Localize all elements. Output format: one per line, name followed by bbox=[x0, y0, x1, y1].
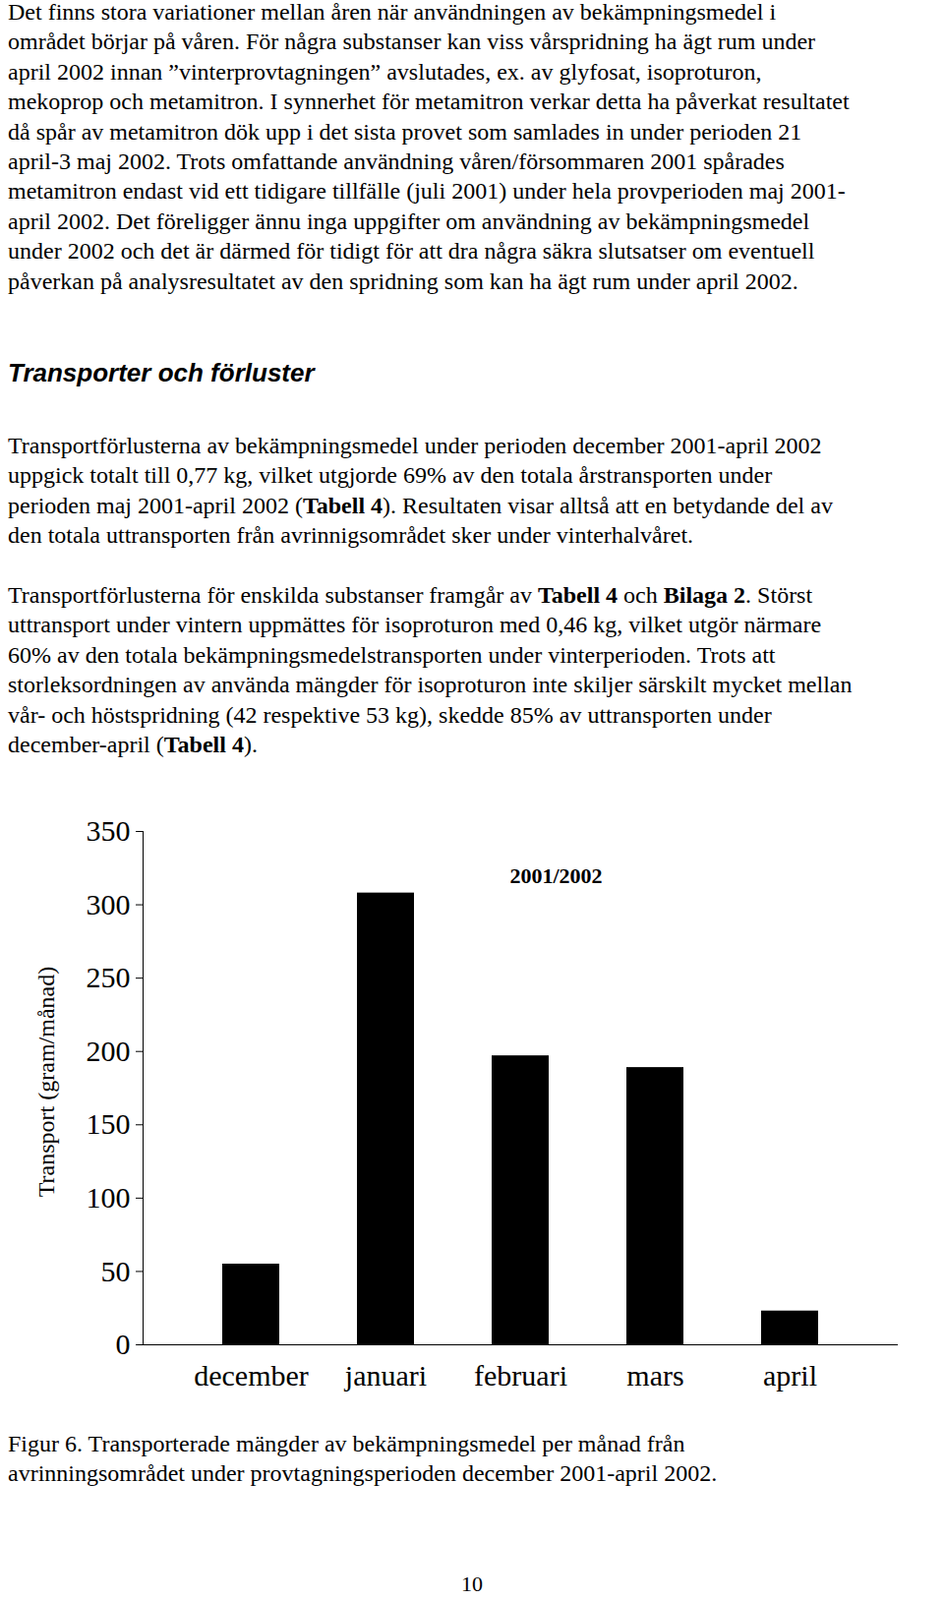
html-text:december-april (Tabell 4).: december-april (Tabell 4). bbox=[7, 731, 258, 758]
html-text:uppgick totalt till 0,77 kg, v: uppgick totalt till 0,77 kg, vilket utgj… bbox=[7, 462, 773, 489]
svg-text:december: december bbox=[193, 1358, 309, 1392]
svg-text:50: 50 bbox=[101, 1254, 131, 1288]
html-text:Transportförlusterna för enski: Transportförlusterna för enskilda substa… bbox=[7, 582, 813, 608]
svg-text:februari: februari bbox=[473, 1358, 568, 1392]
svg-text:0: 0 bbox=[116, 1327, 131, 1360]
html-text:perioden maj 2001-april 2002 (: perioden maj 2001-april 2002 (Tabell 4).… bbox=[7, 492, 833, 519]
html-text:vår- och höstspridning (42 res: vår- och höstspridning (42 respektive 53… bbox=[7, 701, 772, 728]
html-text:10: 10 bbox=[461, 1571, 483, 1596]
html-text:Det finns stora variationer me: Det finns stora variationer mellan åren … bbox=[7, 0, 776, 25]
svg-text:100: 100 bbox=[86, 1180, 131, 1214]
html-text:den totala uttransporten från: den totala uttransporten från avrinnigso… bbox=[7, 522, 694, 548]
svg-text:300: 300 bbox=[86, 887, 131, 921]
html-text:april 2002. Det föreligger änn: april 2002. Det föreligger ännu inga upp… bbox=[7, 208, 810, 234]
svg-text:april: april bbox=[763, 1358, 818, 1392]
html-text:Figur 6. Transporterade mängde: Figur 6. Transporterade mängder av bekäm… bbox=[7, 1430, 685, 1457]
html-text:under 2002 och det är därmed f: under 2002 och det är därmed för tidigt … bbox=[7, 238, 815, 264]
svg-text:2001/2002: 2001/2002 bbox=[509, 863, 602, 888]
html-text:Transportförlusterna av bekämp: Transportförlusterna av bekämpningsmedel… bbox=[7, 432, 822, 459]
html-text:då spår av metamitron dök upp: då spår av metamitron dök upp i det sist… bbox=[7, 118, 802, 145]
svg-text:januari: januari bbox=[344, 1358, 427, 1392]
html-text:april-3 maj 2002. Trots omfatt: april-3 maj 2002. Trots omfattande använ… bbox=[7, 148, 785, 175]
svg-text:150: 150 bbox=[86, 1107, 131, 1140]
svg-text:mars: mars bbox=[626, 1358, 684, 1392]
svg-text:200: 200 bbox=[86, 1034, 131, 1067]
html-text:Transport (gram/månad): Transport (gram/månad) bbox=[32, 966, 59, 1197]
html-text:storleksordningen av använda m: storleksordningen av använda mängder för… bbox=[7, 671, 853, 698]
html-text:60% av den totala bekämpningsm: 60% av den totala bekämpningsmedelstrans… bbox=[7, 641, 776, 668]
html-text:april 2002 innan ”vinterprovta: april 2002 innan ”vinterprovtagningen” a… bbox=[7, 58, 762, 85]
svg-text:250: 250 bbox=[86, 960, 131, 994]
html-text:mekoprop och metamitron. I syn: mekoprop och metamitron. I synnerhet för… bbox=[7, 88, 850, 115]
html-text:området börjar på våren. För n: området börjar på våren. För några subst… bbox=[7, 28, 816, 55]
html-text:Transporter och förluster: Transporter och förluster bbox=[7, 357, 315, 388]
html-text:avrinningsområdet under provta: avrinningsområdet under provtagningsperi… bbox=[7, 1460, 717, 1487]
html-text:påverkan på analysresultatet a: påverkan på analysresultatet av den spri… bbox=[7, 268, 799, 294]
svg-text:350: 350 bbox=[86, 814, 131, 847]
html-text:metamitron endast vid ett tidi: metamitron endast vid ett tidigare tillf… bbox=[7, 178, 846, 204]
html-text:uttransport under vintern uppm: uttransport under vintern uppmättes för … bbox=[7, 612, 822, 638]
